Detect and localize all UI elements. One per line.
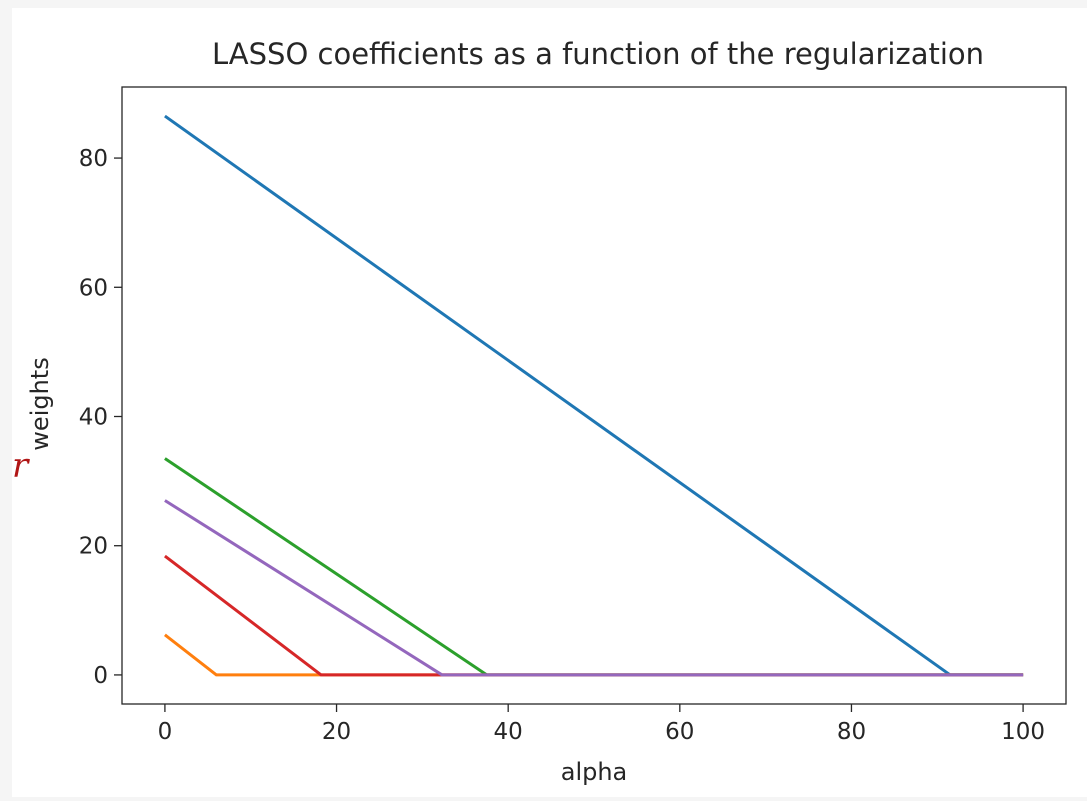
chart-title: LASSO coefficients as a function of the … [212,37,984,71]
lasso-chart: LASSO coefficients as a function of the … [26,37,1067,786]
x-tick-label: 40 [494,719,523,745]
y-tick-label: 20 [79,534,108,560]
cropped-edge-letter: r [12,446,29,486]
x-tick-label: 80 [837,719,866,745]
x-tick-label: 100 [1001,719,1045,745]
y-axis-label: weights [26,357,54,450]
series-line-4 [164,499,1024,677]
axis-ticks: 0 20 40 60 80 100 0 20 40 60 80 [79,146,1045,745]
plot-frame [121,86,1067,705]
series-line-2 [164,457,1024,677]
x-tick-label: 20 [322,719,351,745]
y-tick-label: 40 [79,404,108,430]
series-line-3 [164,554,1024,677]
x-tick-label: 0 [158,719,173,745]
chart-figure: LASSO coefficients as a function of the … [12,8,1087,797]
y-tick-label: 60 [79,275,108,301]
y-tick-label: 80 [79,146,108,172]
series-line-0 [164,114,1024,677]
y-tick-label: 0 [93,663,108,689]
x-axis-label: alpha [561,758,628,786]
series-lines [163,114,1024,677]
x-tick-label: 60 [665,719,694,745]
